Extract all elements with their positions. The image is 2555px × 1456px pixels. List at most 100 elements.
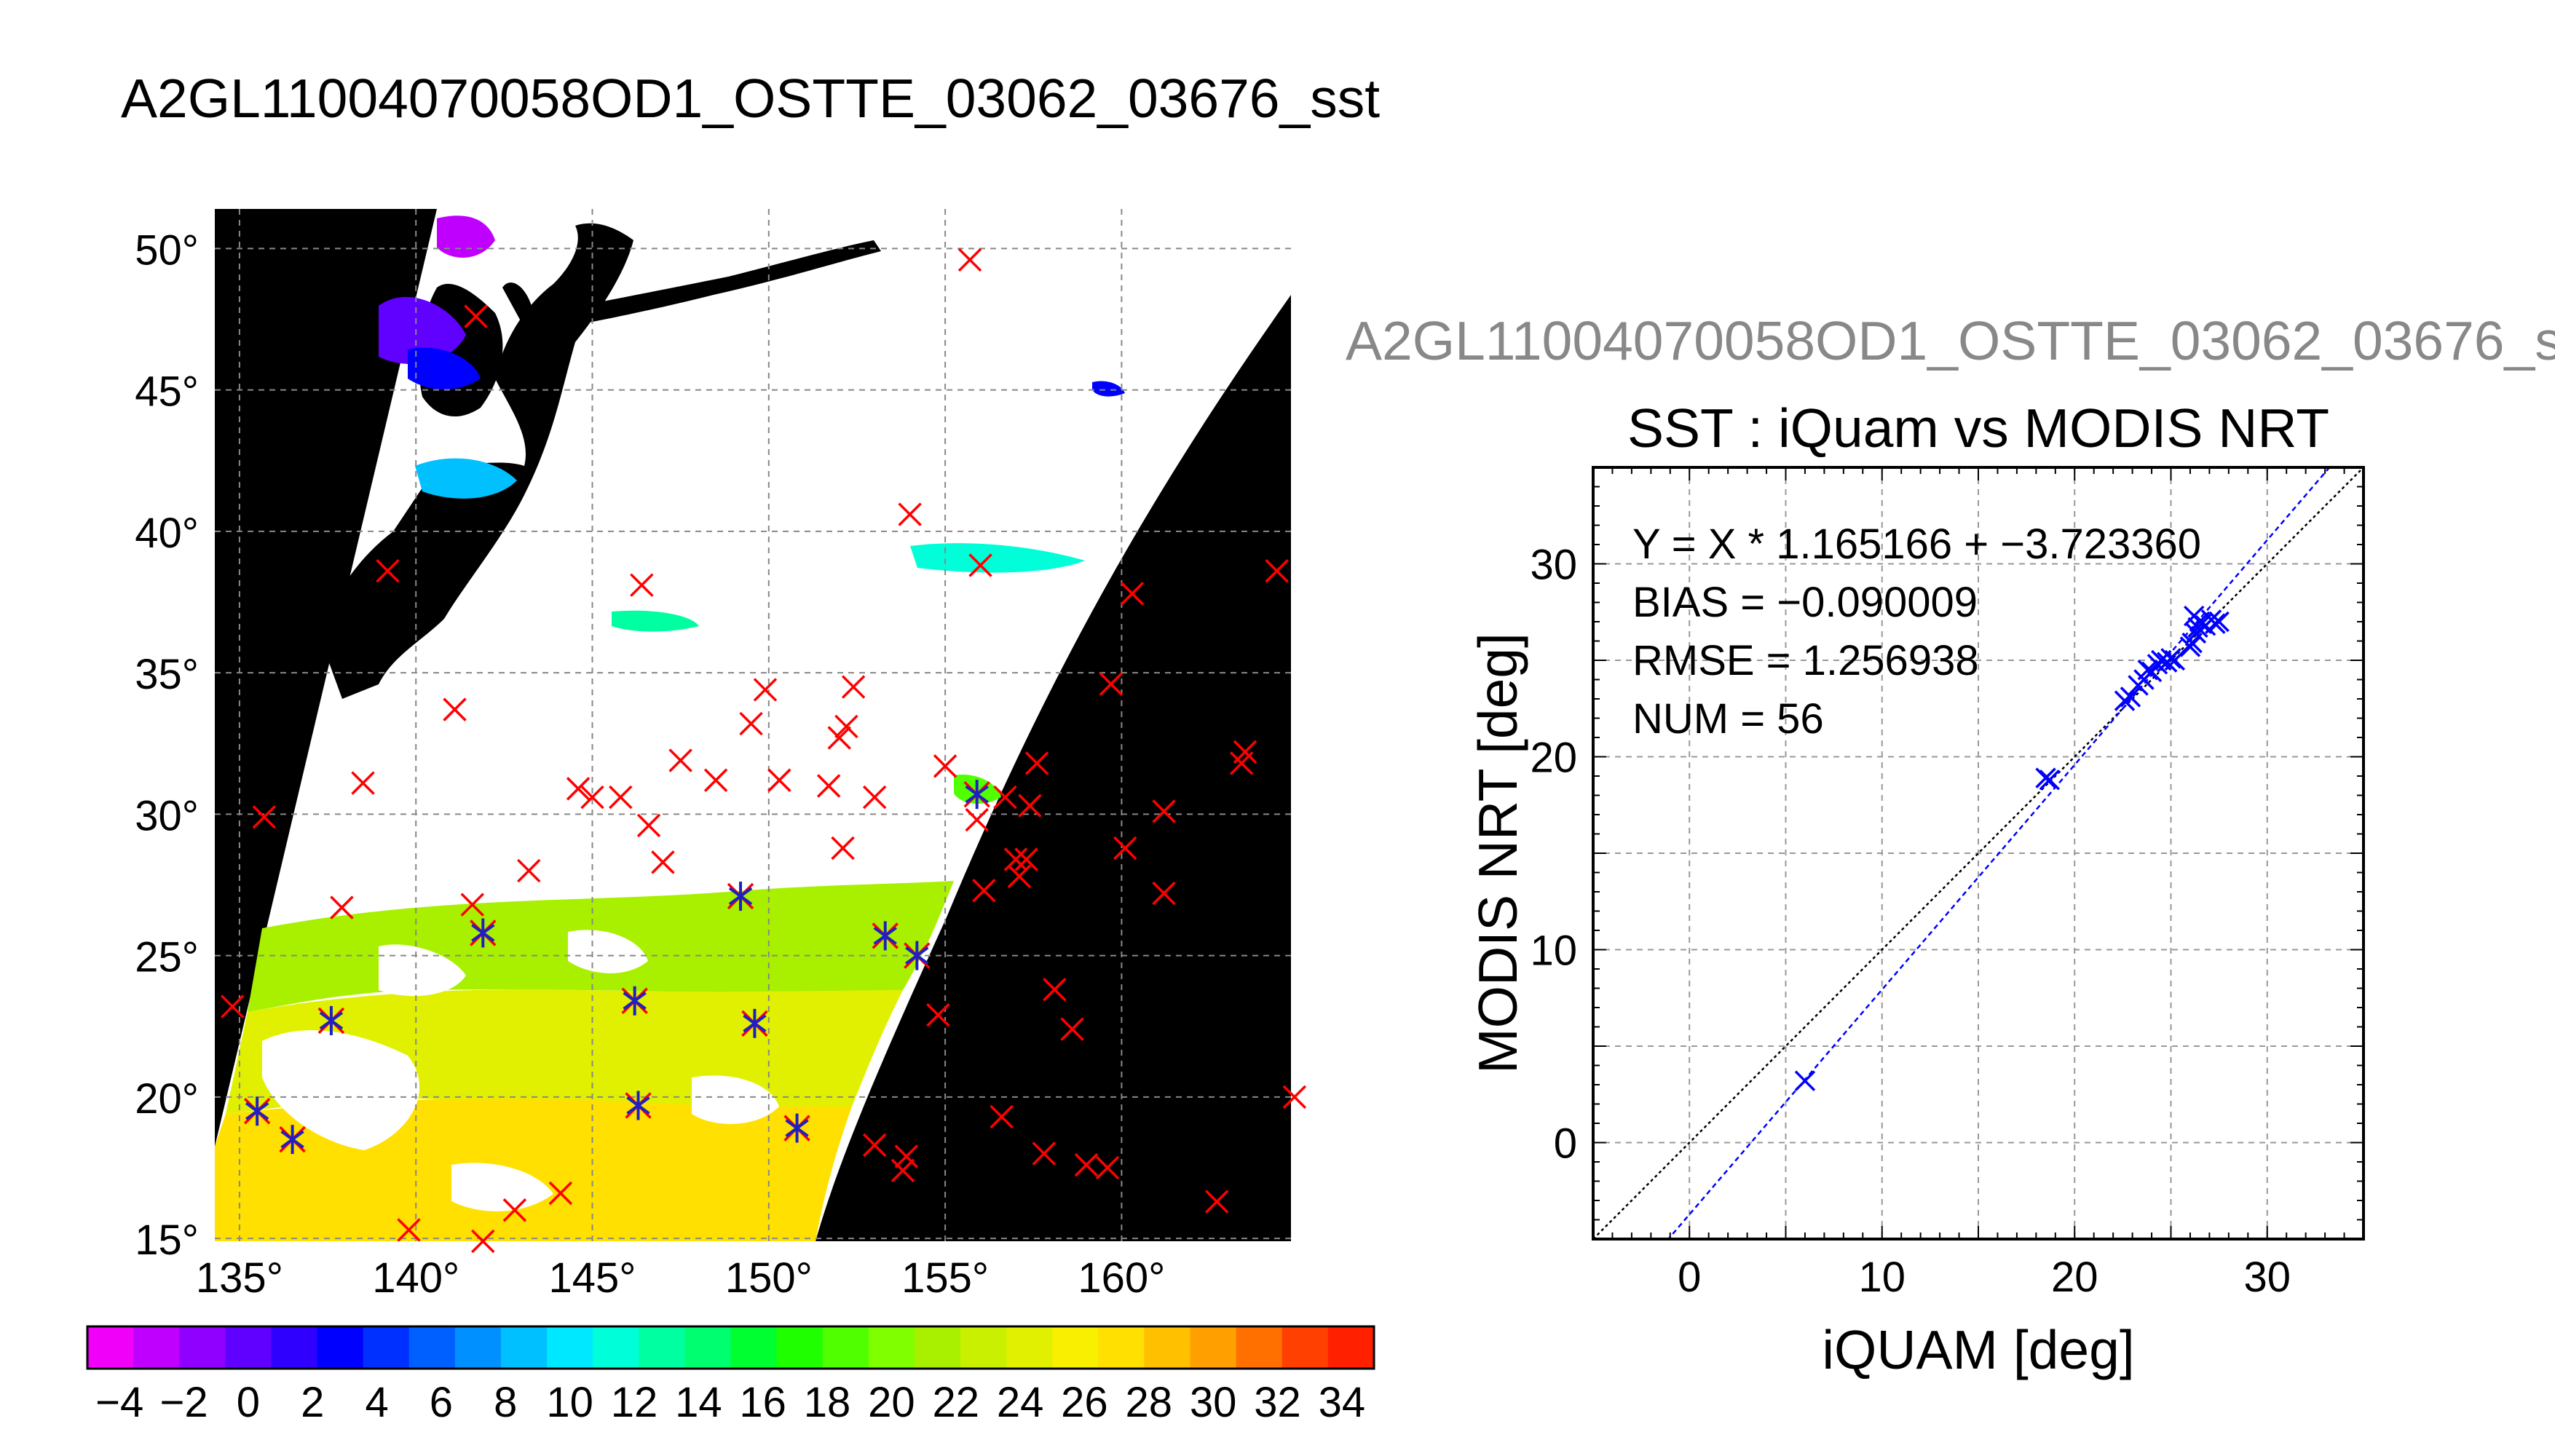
matchup-marker [243,1096,271,1126]
scatter-subtitle: A2GL11004070058OD1_OSTTE_03062_03676_sst [1346,310,2555,371]
colorbar-swatch [271,1326,318,1369]
colorbar-swatch [363,1326,410,1369]
colorbar-tick-label: 24 [997,1379,1044,1426]
scatter-annotation: RMSE = 1.256938 [1632,637,1979,684]
lat-tick-label: 35° [135,651,199,698]
sst-marker [1007,864,1032,889]
sst-marker [831,836,855,860]
sst-marker [471,1229,495,1254]
matchup-marker [470,918,497,948]
colorbar-tick-label: 2 [301,1379,324,1426]
sst-marker [957,248,982,272]
sst-marker [651,850,675,874]
sst-marker [891,1158,915,1183]
land-sakhalin-tip [502,282,532,328]
colorbar-tick-label: 34 [1319,1379,1366,1426]
colorbar-swatch [1190,1326,1237,1369]
cloud-3 [568,930,648,973]
sst-marker [1095,1155,1120,1180]
matchup-marker [904,941,931,970]
lat-tick-label: 40° [135,510,199,557]
scatter-x-tick-label: 10 [1858,1254,1906,1301]
matchup-marker [872,921,899,951]
sst-marker [1152,799,1176,823]
colorbar-swatch [1052,1326,1099,1369]
colorbar-swatch [960,1326,1007,1369]
colorbar-swatch [1327,1326,1375,1369]
colorbar-tick-label: 18 [804,1379,851,1426]
sst-marker [1204,1190,1229,1214]
sst-marker [993,785,1017,810]
one-to-one-line [1593,467,2364,1239]
scatter-point [1794,1070,1816,1091]
lat-tick-label: 45° [135,368,199,416]
scatter-x-tick-label: 30 [2243,1254,2291,1301]
colorbar-swatch [225,1326,272,1369]
scatter-point [2164,649,2186,671]
colorbar-swatch [317,1326,364,1369]
sst-marker [767,768,791,792]
scatter-gridlines [1593,467,2364,1239]
matchup-marker [621,986,648,1016]
colorbar-swatch [1144,1326,1191,1369]
colorbar-frame [86,1325,1375,1370]
map-tick-labels: 15° 20° 25° 30° 35° 40° 45° 50° 135° 140° 145° 150°… [135,226,1165,1302]
colorbar-tick-label: 26 [1061,1379,1108,1426]
colorbar-swatch [1098,1326,1145,1369]
sst-marker [517,858,541,883]
sst-marker [739,711,763,736]
sst-marker [668,748,692,772]
colorbar-tick-label: 12 [611,1379,658,1426]
scatter-y-tick-label: 10 [1530,927,1577,975]
scatter-lines [1593,467,2364,1239]
colorbar-tick-label: −4 [95,1379,143,1426]
sst-marker [816,774,841,798]
scatter-frame [1592,466,2365,1241]
map-gridlines [215,209,1291,1241]
colorbar-swatch [133,1326,180,1369]
scatter-point [2185,622,2207,644]
colorbar-tick-label: 14 [675,1379,722,1426]
scatter-point [2189,611,2211,633]
colorbar-tick-label: 28 [1126,1379,1173,1426]
scatter-x-tick-label: 0 [1678,1254,1701,1301]
sst-marker [376,559,400,583]
colorbar-swatch [1236,1326,1283,1369]
cloud-1 [262,1030,420,1150]
scatter-ylabel: MODIS NRT [deg] [1467,633,1528,1074]
lat-tick-label: 15° [135,1216,199,1264]
colorbar-tick-label: 16 [739,1379,786,1426]
scatter-plot: SST : iQuam vs MODIS NRT 0 10 20 30 0 10 20 30 iQ… [1467,397,2365,1380]
sst-marker [443,697,467,721]
sst-marker [1018,794,1042,818]
colorbar-swatch [408,1326,456,1369]
colorbar-swatch [87,1326,134,1369]
scatter-y-tick-label: 0 [1554,1120,1577,1168]
sst-marker [566,777,591,801]
sst-marker [1152,881,1176,906]
scatter-annotation: Y = X * 1.165166 + −3.723360 [1632,521,2201,568]
sst-marker [990,1104,1014,1129]
sst-marker [220,994,245,1018]
colorbar-swatch [914,1326,961,1369]
colorbar-swatch [547,1326,593,1369]
sst-marker [926,1002,950,1027]
lon-tick-label: 140° [372,1254,459,1302]
cool-1 [415,458,517,499]
scatter-point [2137,660,2158,681]
lon-tick-label: 160° [1078,1254,1165,1302]
scatter-annotation: BIAS = −0.090009 [1632,579,1978,626]
sst-marker [630,573,654,597]
sst-marker [1032,1142,1057,1166]
colorbar-tick-label: 30 [1190,1379,1237,1426]
land-japan [328,223,633,699]
sst-marker [548,1181,573,1206]
lon-tick-label: 150° [725,1254,813,1302]
colorbar-tick-label: 8 [494,1379,517,1426]
scatter-point [2179,636,2201,657]
colorbar-swatch [1006,1326,1053,1369]
sst-marker [834,714,858,739]
colorbar-swatch [868,1326,915,1369]
scatter-y-tick-label: 20 [1530,735,1577,782]
scatter-point [2114,690,2136,711]
